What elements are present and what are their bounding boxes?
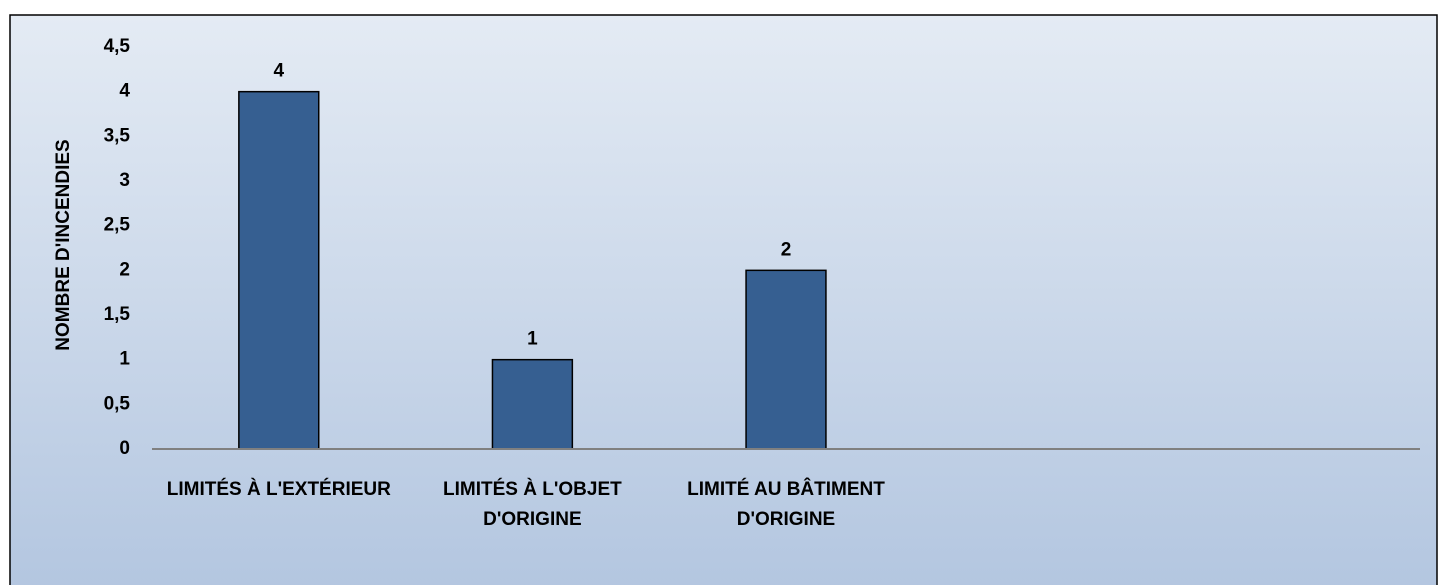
y-tick-label: 2,5 bbox=[104, 215, 131, 236]
y-tick-label: 1,5 bbox=[104, 304, 131, 325]
y-tick-label: 1 bbox=[119, 349, 130, 370]
data-label: 4 bbox=[274, 61, 285, 82]
data-label: 1 bbox=[527, 329, 538, 350]
y-axis-label: NOMBRE D'INCENDIES bbox=[53, 139, 74, 350]
y-tick-label: 0,5 bbox=[104, 393, 131, 414]
bar bbox=[491, 358, 574, 450]
y-tick-label: 4 bbox=[119, 81, 130, 102]
x-tick-label: LIMITÉ AU BÂTIMENT D'ORIGINE bbox=[687, 479, 885, 530]
data-label: 2 bbox=[781, 239, 792, 260]
x-tick-label: LIMITÉS À L'OBJET D'ORIGINE bbox=[443, 479, 622, 530]
bar bbox=[238, 90, 320, 450]
y-tick-label: 4,5 bbox=[104, 36, 131, 57]
y-tick-label: 2 bbox=[119, 259, 130, 280]
x-tick-label: LIMITÉS À L'EXTÉRIEUR bbox=[166, 479, 391, 500]
y-tick-label: 3,5 bbox=[104, 125, 131, 146]
y-tick-label: 3 bbox=[119, 170, 130, 191]
y-tick-label: 0 bbox=[119, 438, 130, 459]
bar bbox=[745, 269, 827, 450]
